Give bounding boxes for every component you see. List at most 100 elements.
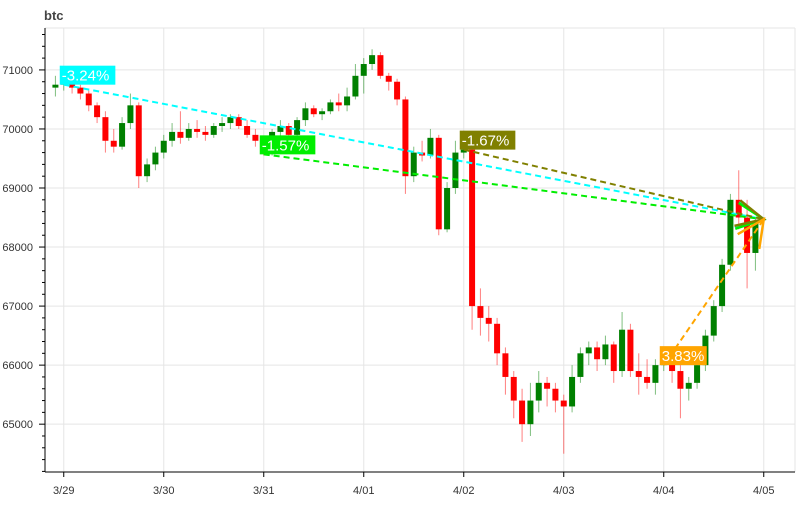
candle-body — [127, 105, 134, 124]
candle-body — [685, 382, 692, 389]
candle-body — [335, 102, 342, 106]
y-tick-label: 65000 — [2, 419, 33, 431]
candle-body — [644, 376, 651, 383]
candle-body — [85, 93, 92, 106]
candle-body — [344, 96, 351, 106]
candle-body — [460, 149, 467, 153]
candle-body — [602, 344, 609, 360]
candle-body — [144, 164, 151, 177]
candle-body — [527, 400, 534, 425]
candle-body — [694, 365, 701, 383]
grid — [45, 27, 796, 472]
candle-body — [744, 217, 751, 253]
candle-body — [310, 108, 317, 115]
candle-body — [185, 128, 192, 138]
candle-body — [444, 188, 451, 230]
percent-label-bg — [259, 135, 316, 155]
candle-body — [410, 152, 417, 177]
percent-label-bg — [659, 346, 707, 366]
candle-body — [244, 126, 251, 135]
candle-body — [319, 111, 326, 115]
candle-body — [502, 353, 509, 377]
axes: 65000 66000 67000 68000 69000 70000 71000 3/29 3… — [2, 28, 795, 497]
trend-line — [662, 218, 765, 366]
candle-body — [619, 329, 626, 372]
candle-body — [519, 400, 526, 425]
y-tick-label: 71000 — [2, 65, 33, 77]
candle-body — [369, 55, 376, 65]
candle-body — [227, 117, 234, 124]
percent-label: 3.83% — [662, 348, 705, 365]
trend-line — [63, 83, 764, 221]
candle-body — [169, 131, 176, 141]
candle-body — [52, 84, 59, 88]
candle-body — [285, 126, 292, 135]
percent-label: -1.67% — [462, 133, 510, 150]
candle-body — [752, 223, 759, 253]
x-tick-label: 3/31 — [253, 485, 274, 497]
candle-body — [494, 323, 501, 354]
y-tick-label: 68000 — [2, 242, 33, 254]
candle-body — [202, 131, 209, 135]
candle-body — [135, 105, 142, 177]
candle-body — [102, 117, 109, 141]
candle-body — [510, 376, 517, 401]
y-tick-label: 70000 — [2, 124, 33, 136]
x-tick-label: 4/03 — [553, 485, 574, 497]
candle-body — [544, 382, 551, 389]
candle-body — [427, 137, 434, 156]
candle-body — [577, 353, 584, 377]
candle-body — [394, 81, 401, 100]
candle-body — [535, 382, 542, 401]
candle-body — [177, 131, 184, 138]
candle-body — [469, 149, 476, 307]
candle-body — [119, 123, 126, 147]
arrow-head-icon — [737, 216, 766, 250]
candle-body — [627, 329, 634, 372]
candle-body — [219, 123, 226, 127]
candle-body — [327, 102, 334, 112]
x-tick-label: 3/30 — [153, 485, 174, 497]
x-tick-label: 4/05 — [753, 485, 774, 497]
candle-body — [377, 55, 384, 76]
candle-body — [435, 137, 442, 230]
x-tick-label: 4/01 — [353, 485, 374, 497]
chart-title: btc — [44, 8, 64, 23]
x-tick-label: 4/04 — [653, 485, 674, 497]
candle-body — [160, 140, 167, 153]
candle-body — [294, 120, 301, 135]
candle-body — [477, 306, 484, 318]
candle-body — [235, 117, 242, 127]
candle-body — [152, 152, 159, 165]
candle-body — [94, 105, 101, 118]
candle-body — [352, 75, 359, 97]
percent-label-bg — [459, 130, 516, 150]
candle-body — [485, 317, 492, 324]
candle-body — [110, 140, 117, 147]
candle-body — [210, 126, 217, 135]
percent-label: -3.24% — [62, 68, 110, 85]
candle-body — [77, 87, 84, 94]
trend-line — [263, 153, 764, 221]
candle-body — [569, 376, 576, 407]
candle-body — [452, 152, 459, 189]
candle-body — [302, 108, 309, 121]
candles — [52, 49, 759, 454]
candle-body — [677, 371, 684, 389]
candle-body — [585, 347, 592, 354]
y-tick-label: 69000 — [2, 183, 33, 195]
candle-body — [360, 64, 367, 76]
candle-body — [594, 347, 601, 360]
candle-body — [402, 99, 409, 177]
candle-body — [252, 134, 259, 141]
x-tick-label: 3/29 — [53, 485, 74, 497]
trend-line — [463, 148, 764, 221]
candle-body — [194, 128, 201, 132]
candle-body — [552, 388, 559, 401]
percent-label: -1.57% — [262, 137, 310, 154]
x-tick-label: 4/02 — [453, 485, 474, 497]
candle-body — [560, 400, 567, 407]
candle-body — [652, 365, 659, 383]
candle-body — [727, 199, 734, 265]
